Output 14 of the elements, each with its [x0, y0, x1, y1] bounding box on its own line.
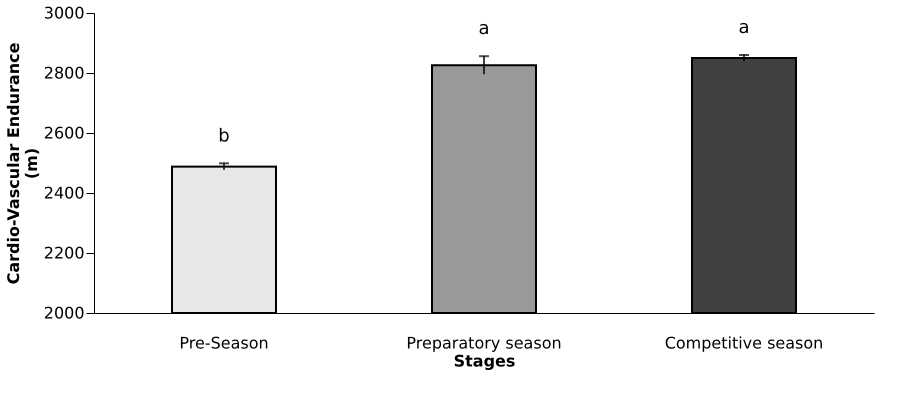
annotation: a: [738, 17, 750, 38]
y-axis-title: Cardio-Vascular Endurance (m): [4, 42, 41, 284]
annotation: a: [478, 18, 490, 40]
y-tick-label: 2200: [44, 244, 84, 262]
y-tick-label: 3000: [44, 4, 84, 22]
x-tick-label: Pre-Season: [179, 334, 269, 352]
x-axis-title: Stages: [454, 352, 516, 370]
y-tick-label: 2400: [44, 184, 84, 202]
y-tick-label: 2600: [44, 124, 84, 142]
x-tick-label: Competitive season: [664, 334, 824, 352]
y-tick-label: 2000: [44, 304, 84, 322]
annotation: b: [218, 125, 230, 146]
y-tick-label: 2800: [44, 64, 84, 82]
x-tick-label: Preparatory season: [406, 334, 562, 352]
